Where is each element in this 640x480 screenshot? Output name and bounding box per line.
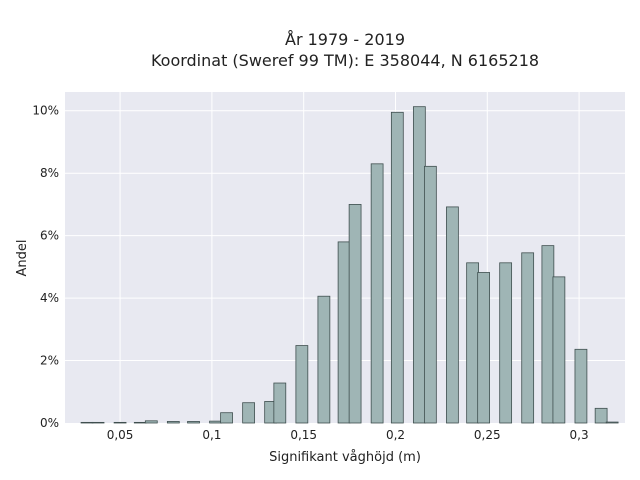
histogram-bar bbox=[80, 421, 94, 424]
histogram-bar bbox=[317, 295, 331, 424]
histogram-bar bbox=[466, 262, 479, 424]
histogram-bar bbox=[390, 111, 404, 424]
histogram-bar bbox=[242, 402, 255, 424]
histogram-bar bbox=[552, 276, 566, 424]
histogram-bar bbox=[412, 106, 426, 424]
histogram-bar bbox=[166, 421, 180, 424]
chart-subtitle: Koordinat (Sweref 99 TM): E 358044, N 61… bbox=[151, 51, 539, 70]
histogram-bar bbox=[424, 165, 437, 424]
y-axis-label: Andel bbox=[15, 240, 30, 277]
histogram-bar bbox=[605, 421, 619, 424]
histogram-bar bbox=[594, 407, 608, 424]
histogram-bar bbox=[91, 421, 105, 424]
y-tick-label: 8% bbox=[40, 166, 59, 180]
histogram-bar bbox=[521, 252, 535, 424]
histogram-bar bbox=[446, 206, 459, 424]
y-tick-label: 10% bbox=[32, 104, 59, 118]
histogram-bar bbox=[209, 420, 222, 424]
y-tick-label: 6% bbox=[40, 229, 59, 243]
histogram-bar bbox=[337, 241, 351, 424]
y-tick-label: 0% bbox=[40, 416, 59, 430]
bars bbox=[80, 106, 619, 424]
histogram-bar bbox=[348, 204, 362, 424]
histogram-bar bbox=[541, 245, 555, 424]
x-tick-label: 0,15 bbox=[290, 428, 317, 442]
histogram-bar bbox=[574, 348, 588, 424]
histogram-bar bbox=[187, 421, 200, 424]
histogram-bar bbox=[477, 272, 490, 424]
histogram-bar bbox=[499, 262, 513, 424]
histogram-bar bbox=[133, 421, 147, 424]
x-axis-label: Signifikant våghöjd (m) bbox=[269, 450, 421, 465]
x-tick-label: 0,3 bbox=[570, 428, 589, 442]
histogram-bar bbox=[273, 382, 287, 424]
x-tick-label: 0,2 bbox=[386, 428, 405, 442]
chart-title: År 1979 - 2019 bbox=[285, 30, 405, 49]
histogram-bar bbox=[295, 345, 309, 424]
y-tick-label: 4% bbox=[40, 291, 59, 305]
histogram-bar bbox=[113, 421, 127, 424]
x-tick-label: 0,05 bbox=[107, 428, 134, 442]
histogram-bar bbox=[220, 412, 233, 424]
histogram-bar bbox=[370, 163, 384, 424]
x-tick-label: 0,1 bbox=[202, 428, 221, 442]
y-axis-ticks: 0% 2% 4% 6% 8% 10% bbox=[32, 104, 59, 430]
x-tick-label: 0,25 bbox=[474, 428, 501, 442]
x-axis-ticks: 0,05 0,1 0,15 0,2 0,25 0,3 bbox=[107, 428, 589, 442]
y-tick-label: 2% bbox=[40, 354, 59, 368]
histogram-bar bbox=[144, 420, 158, 424]
